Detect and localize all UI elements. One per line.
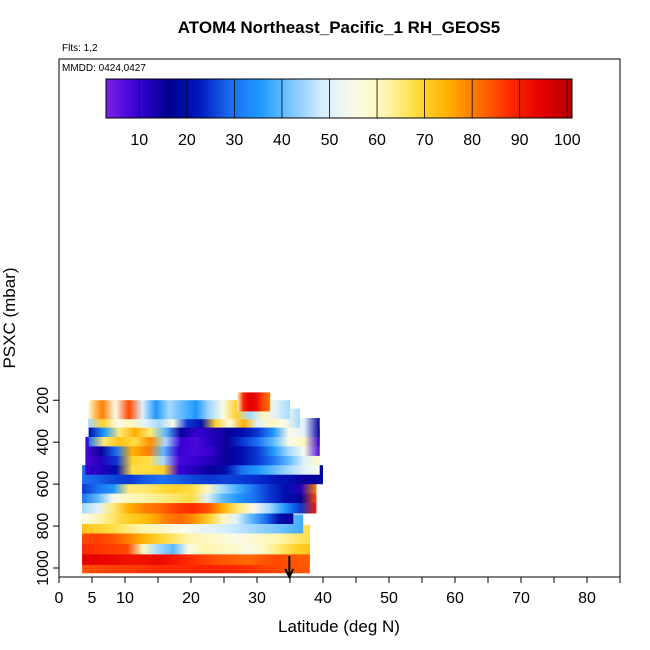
heatmap-cells [82,392,323,574]
y-tick-label: 800 [35,513,52,540]
y-tick-label: 200 [35,387,52,414]
x-tick-label: 0 [55,590,64,607]
x-axis-label: Latitude (deg N) [278,617,400,636]
flights-note: Flts: 1,2 [62,43,98,54]
colorbar-tick-label: 100 [554,132,581,149]
colorbar-tick-label: 20 [178,132,196,149]
colorbar-gradient [105,78,573,119]
colorbar-tick-label: 10 [130,132,148,149]
x-tick-label: 10 [116,590,134,607]
colorbar-tick-label: 30 [225,132,243,149]
x-tick-label: 70 [512,590,530,607]
x-tick-label: 60 [446,590,464,607]
x-tick-label: 40 [314,590,332,607]
x-tick-label: 5 [88,590,97,607]
colorbar: 10 20 30 40 50 60 70 80 90 100 [105,78,581,149]
colorbar-tick-label: 60 [368,132,386,149]
heatmap-row [237,392,271,412]
y-tick-label: 1000 [35,550,52,586]
x-tick-label: 30 [248,590,266,607]
y-axis: 200 400 600 800 1000 [35,387,59,586]
y-tick-label: 600 [35,471,52,498]
colorbar-tick-label: 90 [511,132,529,149]
x-tick-label: 80 [578,590,596,607]
arrow-head [284,568,295,580]
y-axis-label: PSXC (mbar) [0,267,19,368]
colorbar-tick-label: 70 [416,132,434,149]
plot-frame [58,58,621,578]
dates-note: MMDD: 0424,0427 [62,63,146,74]
x-tick-label: 50 [380,590,398,607]
x-axis: 0 5 10 20 30 40 50 60 70 80 [55,577,621,607]
y-tick-label: 400 [35,429,52,456]
colorbar-tick-label: 80 [463,132,481,149]
position-arrow [284,556,295,580]
x-tick-label: 20 [182,590,200,607]
colorbar-tick-label: 50 [321,132,339,149]
chart-title: ATOM4 Northeast_Pacific_1 RH_GEOS5 [178,18,501,37]
colorbar-tick-label: 40 [273,132,291,149]
